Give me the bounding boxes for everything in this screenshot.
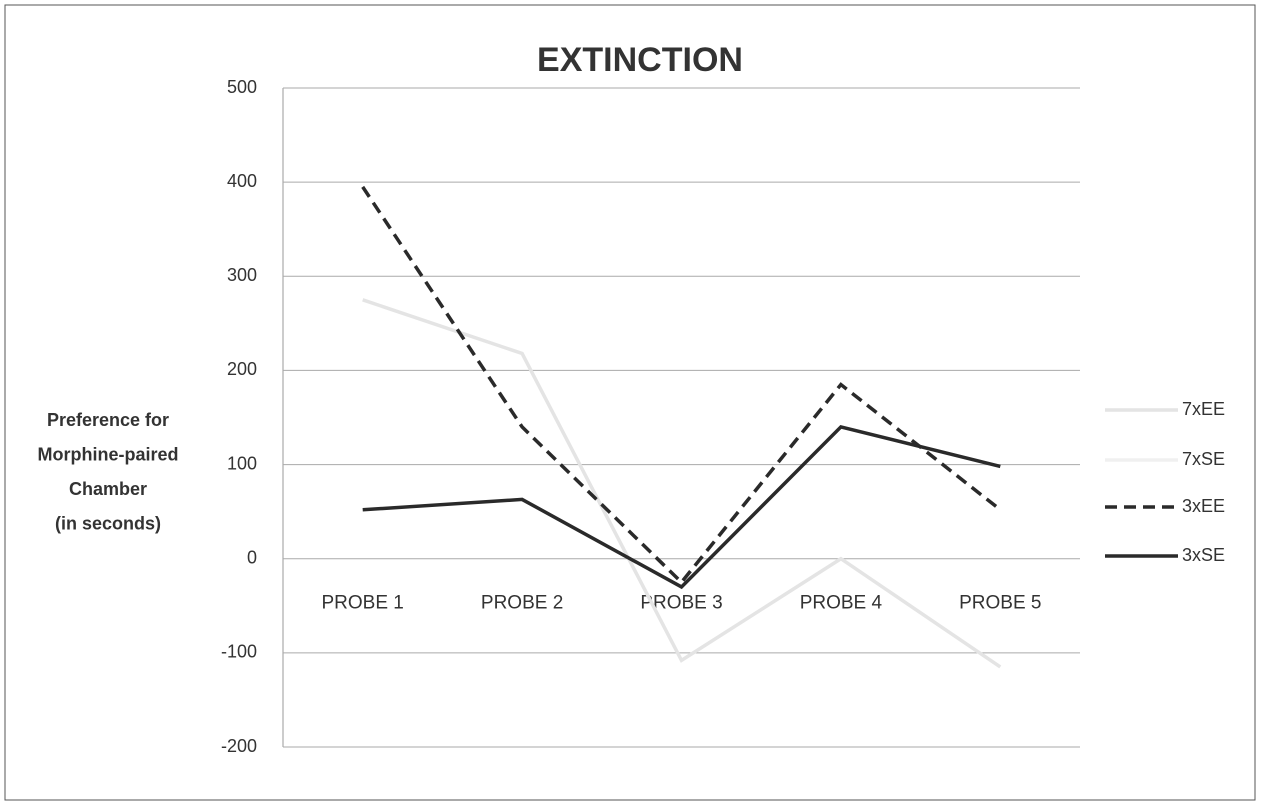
- legend-label: 7xSE: [1182, 449, 1225, 469]
- chart-title: EXTINCTION: [537, 41, 743, 79]
- y-axis-label: Morphine-paired: [37, 444, 178, 464]
- y-tick-label: 300: [227, 265, 257, 285]
- y-tick-label: 200: [227, 359, 257, 379]
- y-tick-label: 0: [247, 547, 257, 567]
- x-tick-label: PROBE 4: [800, 593, 883, 614]
- y-axis-label: Preference for: [47, 410, 169, 430]
- series-line: [361, 185, 1002, 585]
- y-axis-label: Chamber: [69, 479, 147, 499]
- x-tick-label: PROBE 5: [959, 593, 1041, 614]
- legend-label: 3xSE: [1182, 545, 1225, 565]
- x-tick-label: PROBE 3: [640, 593, 722, 614]
- y-tick-label: 500: [227, 77, 257, 97]
- legend-label: 3xEE: [1182, 496, 1225, 516]
- y-tick-label: -100: [221, 642, 257, 662]
- series-line: [362, 298, 1002, 669]
- y-axis-label: (in seconds): [55, 513, 161, 533]
- x-tick-label: PROBE 1: [322, 593, 404, 614]
- y-tick-label: 100: [227, 453, 257, 473]
- legend-label: 7xEE: [1182, 399, 1225, 419]
- y-tick-label: -200: [221, 736, 257, 756]
- x-tick-label: PROBE 2: [481, 593, 563, 614]
- series-line: [362, 424, 1001, 590]
- y-tick-label: 400: [227, 171, 257, 191]
- chart-frame: [4, 4, 1256, 801]
